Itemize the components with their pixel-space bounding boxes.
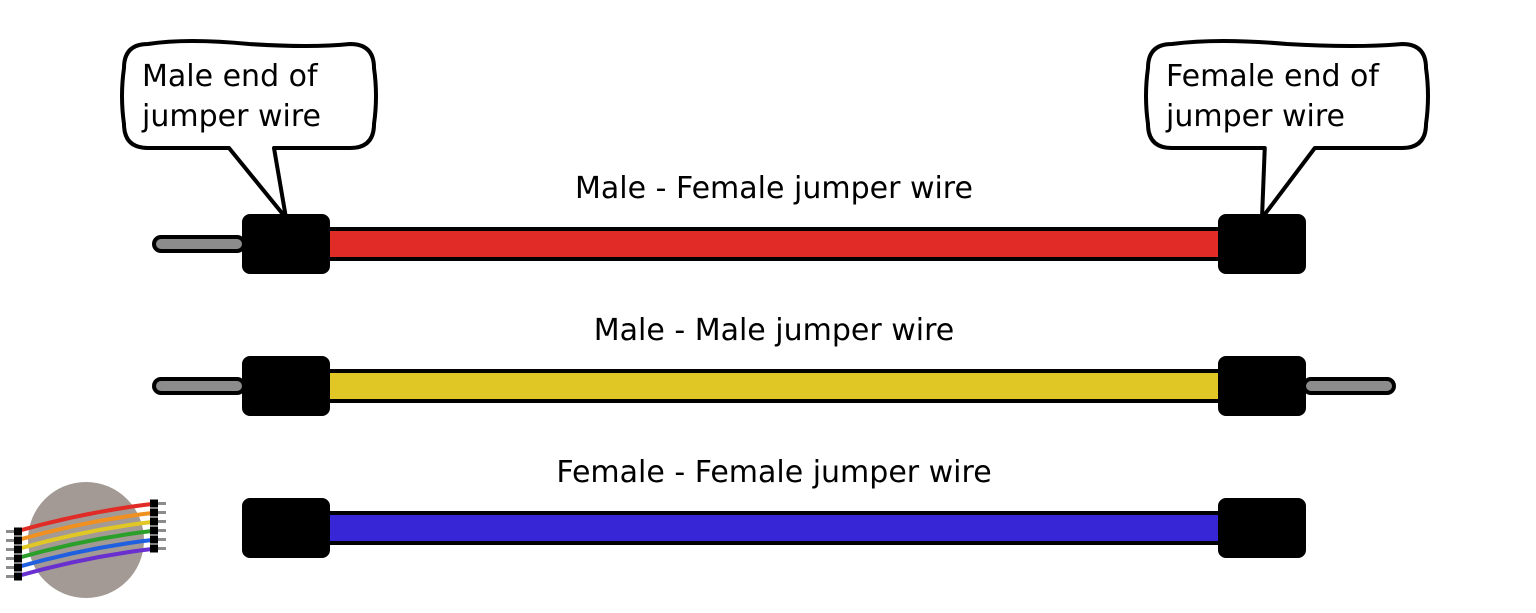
male-pin-icon bbox=[154, 237, 244, 251]
diagram-canvas: Male - Female jumper wire Male - Male jum… bbox=[0, 0, 1536, 613]
callout-male-line1: Male end of bbox=[142, 59, 319, 94]
wire-body bbox=[328, 513, 1220, 543]
female-connector-icon bbox=[1220, 500, 1304, 556]
male-pin-icon bbox=[1304, 379, 1394, 393]
wire-title-2: Female - Female jumper wire bbox=[556, 455, 991, 490]
callout-female-line1: Female end of bbox=[1166, 59, 1380, 94]
callout-male-line2: jumper wire bbox=[141, 99, 321, 134]
male-connector-icon bbox=[244, 358, 328, 414]
female-connector-icon bbox=[1220, 216, 1304, 272]
wire-body bbox=[328, 371, 1220, 401]
male-connector-icon bbox=[244, 216, 328, 272]
wire-title-1: Male - Male jumper wire bbox=[594, 313, 955, 348]
wire-title-0: Male - Female jumper wire bbox=[575, 171, 973, 206]
callout-female-line2: jumper wire bbox=[1165, 99, 1345, 134]
wire-body bbox=[328, 229, 1220, 259]
female-connector-icon bbox=[244, 500, 328, 556]
male-pin-icon bbox=[154, 379, 244, 393]
male-connector-icon bbox=[1220, 358, 1304, 414]
